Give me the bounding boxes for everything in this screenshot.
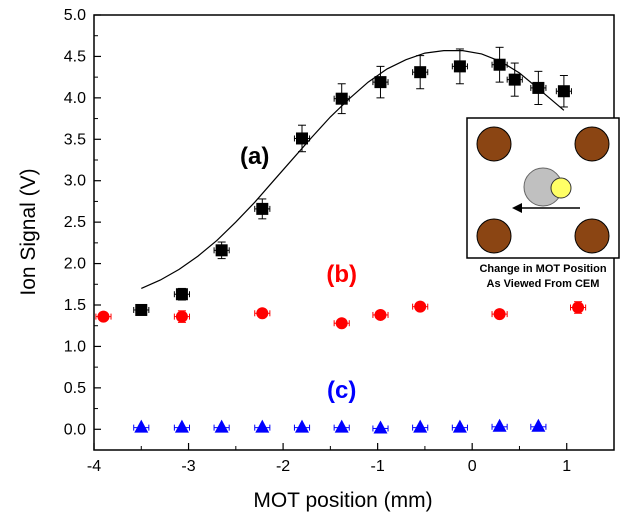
data-point-b <box>335 317 348 330</box>
electrode-top-right <box>574 126 610 162</box>
y-tick-label: 3.0 <box>64 173 86 190</box>
x-tick-label: 0 <box>468 458 477 475</box>
electrode-bottom-right <box>574 218 610 254</box>
axes: -4 -3 -2 -1 0 1 0.0 0.5 1.0 1.5 2.0 2.5 3.0 3.5 4.0 4.5… <box>64 7 572 475</box>
data-series <box>95 46 587 434</box>
arrow-left-icon <box>512 203 522 213</box>
y-tick-label: 2.0 <box>64 256 86 273</box>
data-point-a <box>135 303 148 316</box>
data-point-b <box>175 310 188 323</box>
data-point-b <box>374 308 387 321</box>
y-tick-label: 1.0 <box>64 338 86 355</box>
y-axis-title: Ion Signal (V) <box>17 168 40 295</box>
data-point-a <box>215 244 228 257</box>
data-point-c <box>174 419 189 433</box>
data-point-c <box>413 419 428 433</box>
series-label-c: (c) <box>327 377 356 404</box>
data-point-b <box>97 310 110 323</box>
data-point-a <box>414 66 427 79</box>
series-label-b: (b) <box>326 261 357 288</box>
data-point-a <box>493 58 506 71</box>
y-tick-label: 4.5 <box>64 48 86 65</box>
data-point-a <box>557 85 570 98</box>
data-point-c <box>373 420 388 434</box>
data-point-b <box>572 301 585 314</box>
inset-caption-line-2: As Viewed From CEM <box>487 278 600 290</box>
x-tick-label: -4 <box>87 458 101 475</box>
y-tick-label: 1.5 <box>64 297 86 314</box>
y-tick-label: 4.0 <box>64 90 86 107</box>
data-point-a <box>508 73 521 86</box>
data-point-b <box>493 308 506 321</box>
data-point-a <box>374 76 387 89</box>
y-tick-label: 5.0 <box>64 7 86 24</box>
data-point-c <box>452 419 467 433</box>
electrode-bottom-left <box>476 218 512 254</box>
data-point-c <box>334 419 349 433</box>
ionization-spot <box>550 177 572 199</box>
data-point-c <box>492 418 507 432</box>
y-tick-label: 2.5 <box>64 214 86 231</box>
series-label-a: (a) <box>240 143 269 170</box>
data-point-c <box>255 419 270 433</box>
electrode-top-left <box>476 126 512 162</box>
y-tick-label: 0.5 <box>64 380 86 397</box>
x-axis-title: MOT position (mm) <box>253 489 432 512</box>
data-point-c <box>295 419 309 433</box>
data-point-a <box>256 202 269 215</box>
x-tick-label: -2 <box>276 458 290 475</box>
inset-caption-line-1: Change in MOT Position <box>479 263 606 275</box>
data-point-a <box>453 60 466 73</box>
x-tick-label: -1 <box>371 458 385 475</box>
data-point-a <box>296 132 308 145</box>
data-point-c <box>531 418 546 432</box>
data-point-a <box>532 81 545 94</box>
inset-diagram <box>466 117 620 259</box>
data-point-c <box>214 419 229 433</box>
x-tick-label: 1 <box>562 458 571 475</box>
data-point-c <box>134 419 149 433</box>
y-tick-label: 0.0 <box>64 421 86 438</box>
x-tick-label: -3 <box>181 458 195 475</box>
data-point-b <box>414 300 427 313</box>
y-tick-label: 3.5 <box>64 131 86 148</box>
data-point-b <box>256 307 269 320</box>
data-point-a <box>335 92 348 105</box>
data-point-a <box>175 288 188 301</box>
